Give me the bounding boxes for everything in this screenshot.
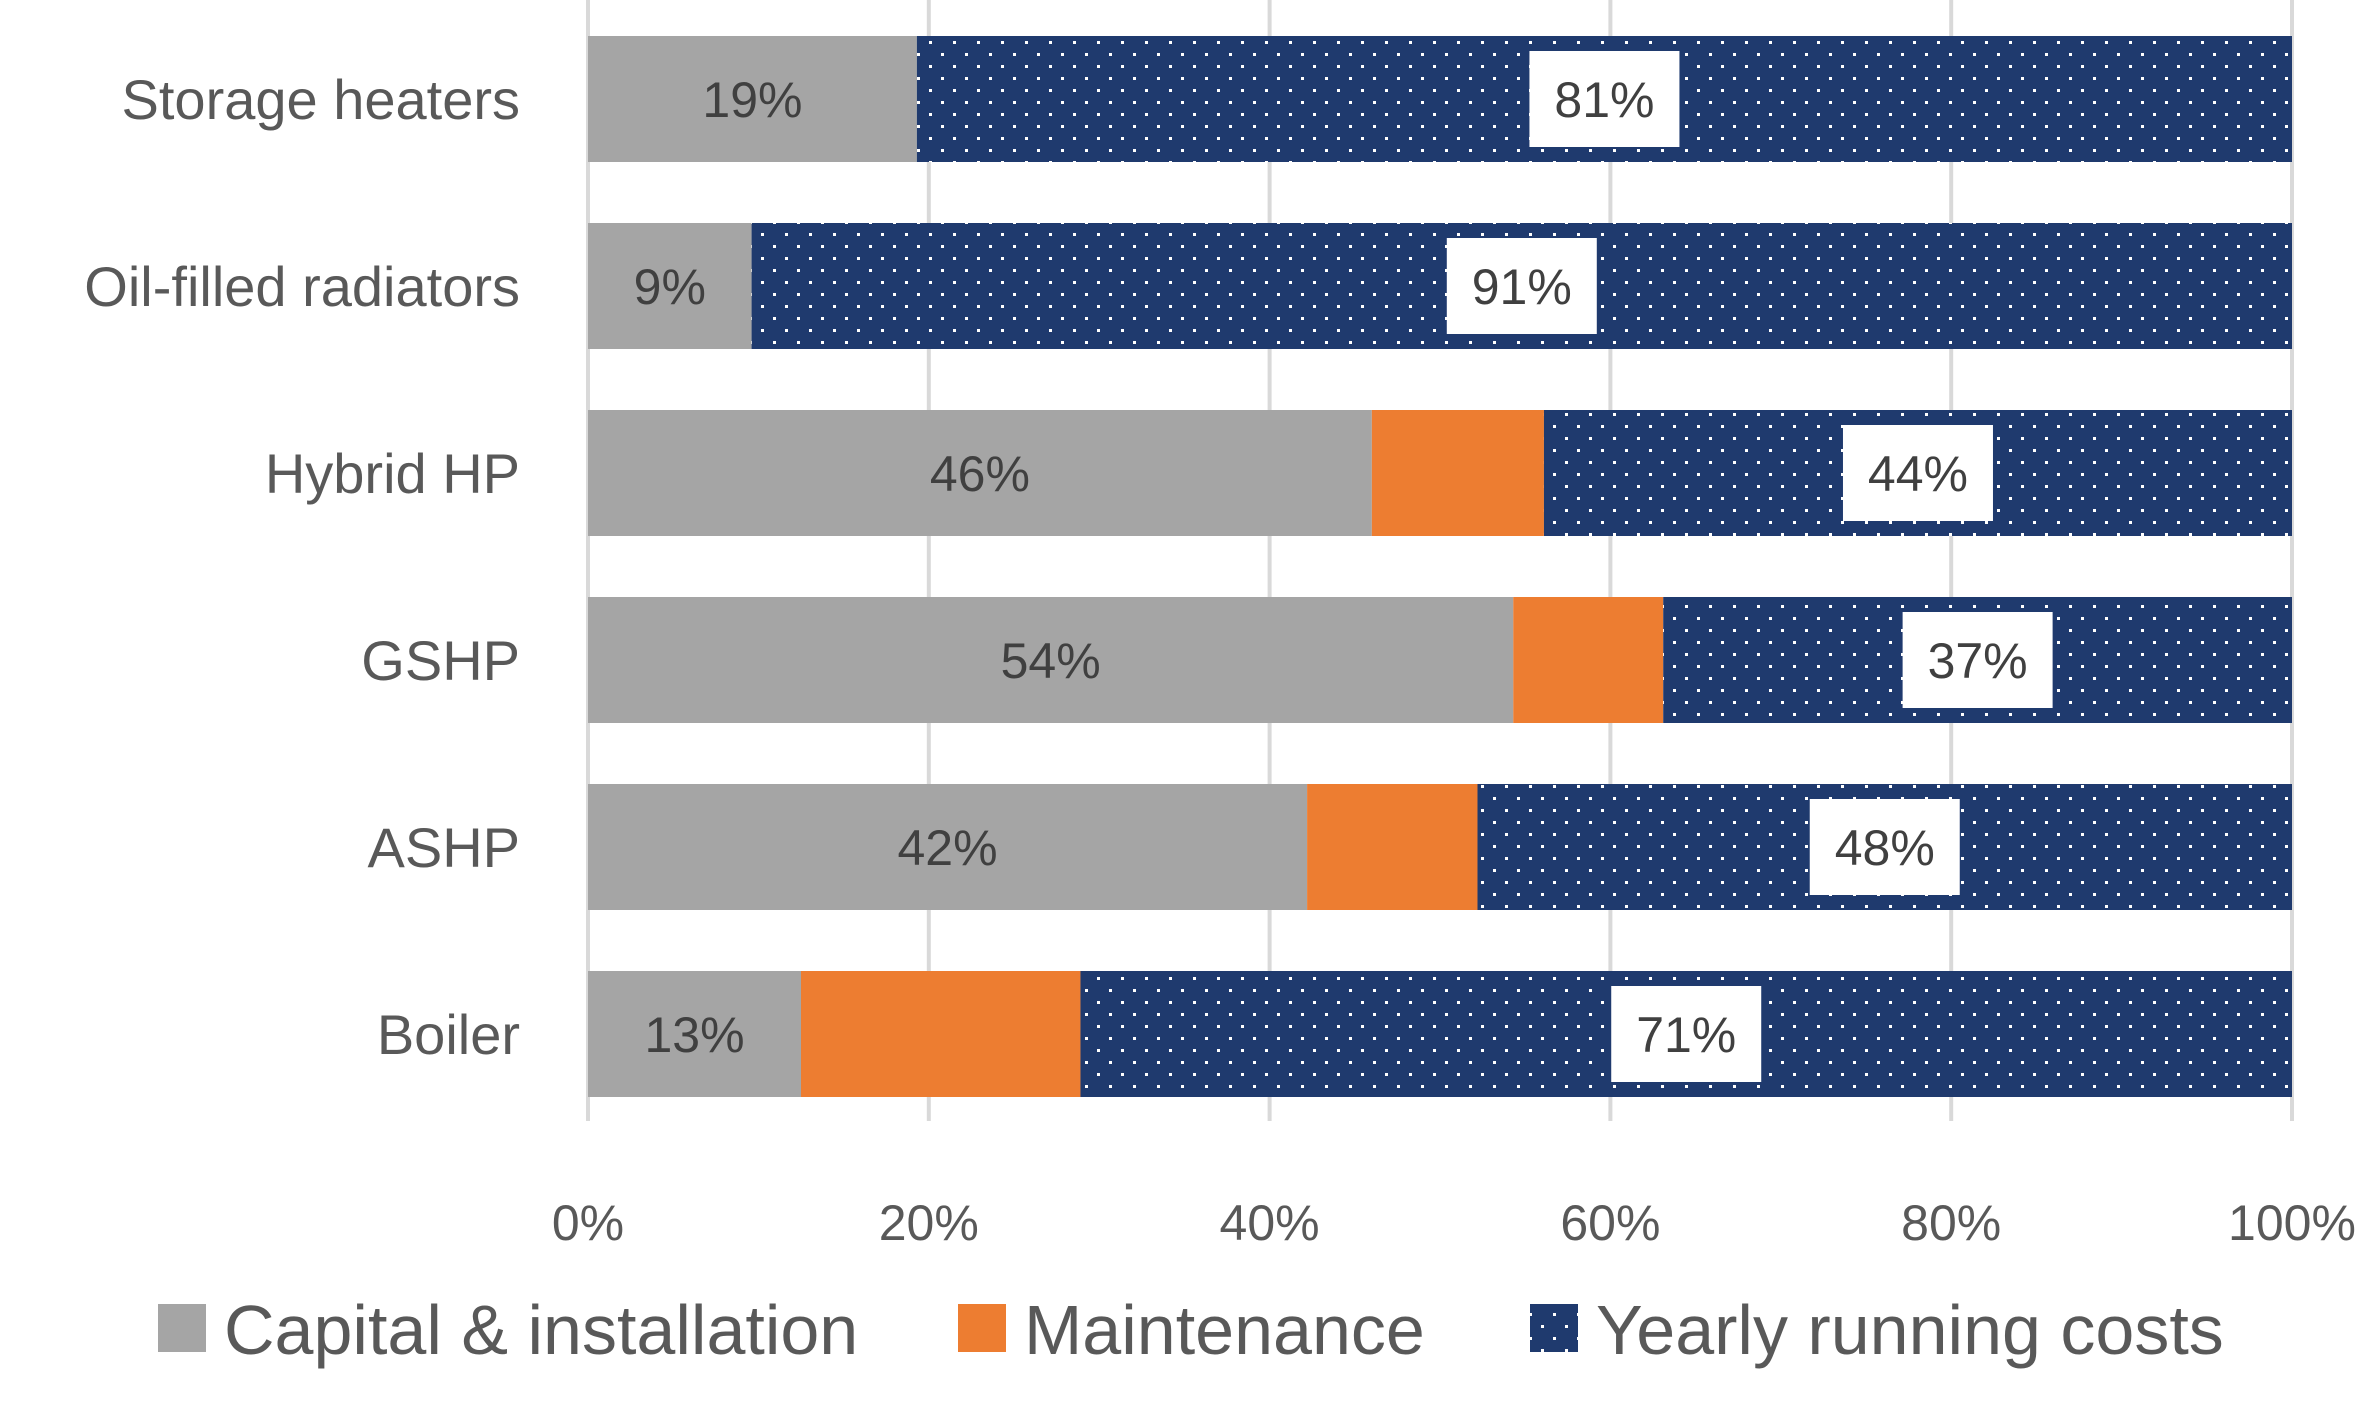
bar-segment (588, 36, 917, 162)
data-label: 54% (1001, 633, 1101, 689)
category-label: Storage heaters (122, 68, 520, 131)
category-label: Oil-filled radiators (84, 255, 520, 318)
data-label: 46% (930, 446, 1030, 502)
data-label: 13% (644, 1007, 744, 1063)
data-label: 19% (702, 72, 802, 128)
value-axis: 0% 20% 40% 60% 80% 100% (552, 1195, 2356, 1251)
legend: Capital & installation Maintenance Yearly … (158, 1291, 2224, 1369)
data-label: 9% (634, 259, 706, 315)
data-label: 42% (898, 820, 998, 876)
bar-segment (588, 971, 801, 1097)
bar-segment (588, 410, 1372, 536)
x-tick-label: 100% (2228, 1195, 2356, 1251)
bar-segment (588, 597, 1514, 723)
x-tick-label: 20% (879, 1195, 979, 1251)
data-label-box (1446, 238, 1597, 334)
bar-segment (1513, 597, 1664, 723)
legend-swatch (158, 1304, 206, 1352)
x-tick-label: 0% (552, 1195, 624, 1251)
category-axis: Storage heaters Oil-filled radiators Hybri… (84, 68, 520, 1066)
data-label: 37% (1928, 633, 2028, 689)
data-label-box (1809, 799, 1960, 895)
bars (588, 36, 2292, 1097)
data-label: 48% (1835, 820, 1935, 876)
data-label-box (1611, 986, 1762, 1082)
bar-segment (588, 784, 1308, 910)
legend-label: Yearly running costs (1596, 1291, 2224, 1369)
data-labels: 19% 81% 9% 91% 46% 44% 54% 37% 42% 48% 13% 71% (634, 51, 2053, 1082)
x-tick-label: 80% (1901, 1195, 2001, 1251)
data-label: 44% (1868, 446, 1968, 502)
category-label: GSHP (361, 629, 520, 692)
data-label: 71% (1636, 1007, 1736, 1063)
legend-label: Maintenance (1024, 1291, 1425, 1369)
legend-label: Capital & installation (224, 1291, 858, 1369)
bar-segment (1371, 410, 1544, 536)
data-label-box (1902, 612, 2053, 708)
category-label: Hybrid HP (265, 442, 520, 505)
data-label: 81% (1554, 72, 1654, 128)
bar-segment (588, 223, 752, 349)
category-label: Boiler (377, 1003, 520, 1066)
data-label-box (1842, 425, 1993, 521)
legend-swatch (958, 1304, 1006, 1352)
data-label-box (1529, 51, 1680, 147)
data-label: 91% (1472, 259, 1572, 315)
x-tick-label: 40% (1220, 1195, 1320, 1251)
x-tick-label: 60% (1560, 1195, 1660, 1251)
gridlines (586, 0, 2294, 1121)
bar-segment (801, 971, 1081, 1097)
category-label: ASHP (368, 816, 521, 879)
bar-segment (1307, 784, 1478, 910)
legend-swatch (1530, 1304, 1578, 1352)
